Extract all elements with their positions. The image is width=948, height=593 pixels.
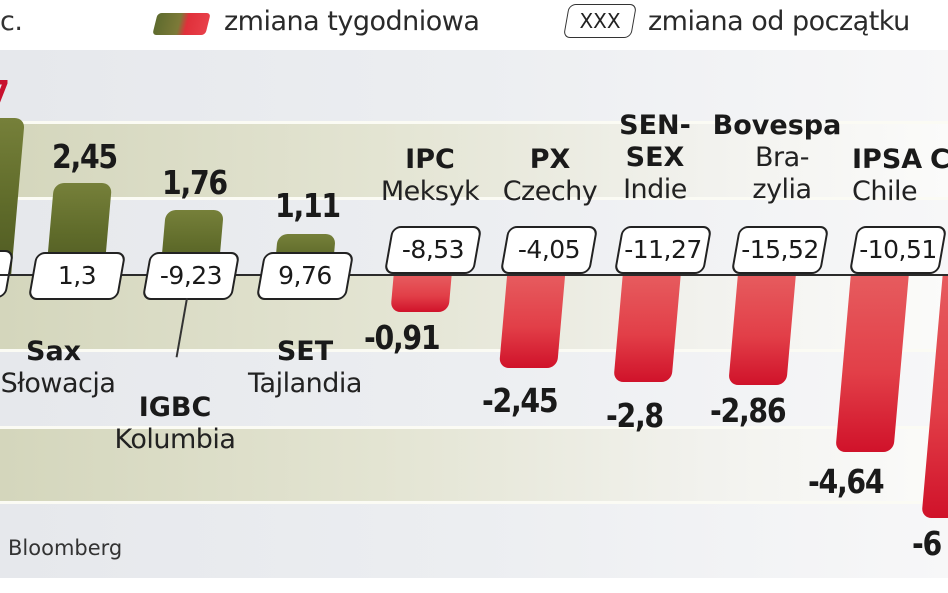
ytd-box: -10,51 [848, 226, 948, 274]
weekly-value: 2,45 [52, 137, 118, 176]
weekly-value: -6 [912, 524, 942, 563]
ytd-box: -15,52 [730, 226, 830, 274]
ytd-box: -4,05 [499, 226, 599, 274]
legend-cut-text: c. [0, 6, 23, 37]
ytd-box: 1,3 [27, 252, 127, 300]
weekly-change-swatch-icon [152, 13, 211, 35]
category-label: C [930, 144, 948, 175]
weekly-value: -4,64 [808, 462, 885, 501]
weekly-bar [390, 276, 452, 312]
gridline [0, 349, 948, 352]
ytd-box: -8,53 [383, 226, 483, 274]
band [0, 427, 948, 502]
legend-ytd-box: XXX [563, 4, 637, 38]
weekly-bar [498, 276, 566, 368]
gridline [0, 426, 948, 429]
band [0, 50, 948, 122]
weekly-value: -0,91 [364, 318, 441, 357]
category-label: PX Czechy [502, 144, 598, 207]
zero-line [0, 274, 948, 276]
source-label: Bloomberg [8, 536, 123, 560]
gridline [0, 197, 948, 200]
band [0, 350, 948, 427]
legend: c. zmiana tygodniowa XXX zmiana od począ… [0, 0, 948, 50]
weekly-value: -2,86 [710, 391, 787, 430]
category-label: IGBC Kolumbia [114, 392, 236, 455]
weekly-value: -2,45 [482, 381, 559, 420]
band [0, 122, 948, 198]
category-label: SET Tajlandia [248, 336, 362, 399]
gridline [0, 121, 948, 124]
legend-weekly-label: zmiana tygodniowa [224, 6, 480, 37]
chart-plot-area: 7 2,45 1,3 Sax Słowacja 1,76 -9,23 IGBC … [0, 50, 948, 578]
ytd-box: 9,76 [255, 252, 355, 300]
category-label: IPSA Chile [852, 144, 923, 207]
gridline [0, 501, 948, 504]
ytd-box: -9,23 [141, 252, 241, 300]
weekly-bar [728, 276, 796, 385]
weekly-value: -2,8 [606, 396, 664, 435]
band [0, 502, 948, 578]
category-label: Sax Słowacja [0, 336, 116, 399]
weekly-value: 7 [0, 73, 10, 112]
weekly-bar [613, 276, 681, 382]
band [0, 275, 948, 350]
ytd-box: -11,27 [613, 226, 713, 274]
weekly-value: 1,76 [162, 163, 228, 202]
category-label: IPC Meksyk [380, 144, 480, 207]
weekly-value: 1,11 [275, 186, 341, 225]
category-label: SEN- SEX Indie [619, 110, 691, 205]
legend-ytd-label: zmiana od początku [648, 6, 910, 37]
category-label: Bovespa Bra- zylia [712, 110, 842, 205]
